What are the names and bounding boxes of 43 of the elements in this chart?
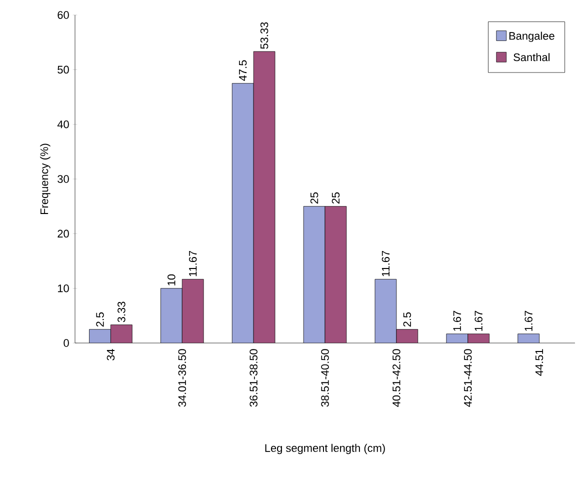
data-label: 47.5 bbox=[239, 60, 247, 81]
bar bbox=[110, 324, 132, 343]
data-label: 2.5 bbox=[96, 312, 104, 327]
y-tick-label: 20 bbox=[58, 230, 69, 238]
x-axis-title: Leg segment length (cm) bbox=[265, 444, 385, 454]
data-label: 11.67 bbox=[188, 250, 197, 276]
x-tick-label: 38.51-40.50 bbox=[321, 349, 329, 407]
bar bbox=[304, 206, 325, 343]
data-label: 10 bbox=[168, 274, 176, 286]
bar bbox=[396, 329, 418, 343]
bar bbox=[182, 279, 204, 343]
y-tick-label: 10 bbox=[58, 284, 69, 292]
data-label: 3.33 bbox=[118, 302, 126, 322]
bar bbox=[374, 279, 396, 343]
x-tick-label: 34.01-36.50 bbox=[178, 349, 186, 407]
data-label: 11.67 bbox=[382, 250, 390, 276]
x-tick-label: 44.51 bbox=[535, 349, 544, 376]
x-tick-label: 42.51-44.50 bbox=[464, 349, 472, 407]
bar bbox=[324, 206, 346, 343]
bar bbox=[89, 329, 111, 343]
data-label: 1.67 bbox=[524, 310, 532, 331]
x-tick-label: 36.51-38.50 bbox=[250, 349, 258, 407]
data-label: 1.67 bbox=[474, 310, 482, 331]
bar bbox=[232, 83, 254, 343]
x-tick-label: 40.51-42.50 bbox=[392, 349, 400, 407]
bar bbox=[518, 334, 540, 343]
bar bbox=[468, 334, 490, 343]
y-tick-label: 40 bbox=[57, 120, 69, 128]
data-label: 25 bbox=[332, 192, 340, 204]
bar bbox=[160, 288, 182, 343]
data-label: 25 bbox=[310, 192, 318, 204]
x-tick-label: 34 bbox=[106, 348, 115, 360]
legend-label: Bangalee bbox=[509, 32, 554, 42]
data-label: 2.5 bbox=[403, 312, 412, 327]
bar bbox=[254, 51, 275, 343]
y-axis-title: Frequency (%) bbox=[40, 144, 50, 214]
y-tick-label: 30 bbox=[58, 175, 69, 183]
y-tick-label: 60 bbox=[58, 11, 69, 19]
legend-label: Santhal bbox=[514, 53, 550, 62]
data-label: 53.33 bbox=[260, 22, 268, 49]
data-label: 1.67 bbox=[453, 310, 462, 331]
y-tick-label: 0 bbox=[64, 339, 69, 347]
y-tick-label: 50 bbox=[58, 66, 69, 74]
